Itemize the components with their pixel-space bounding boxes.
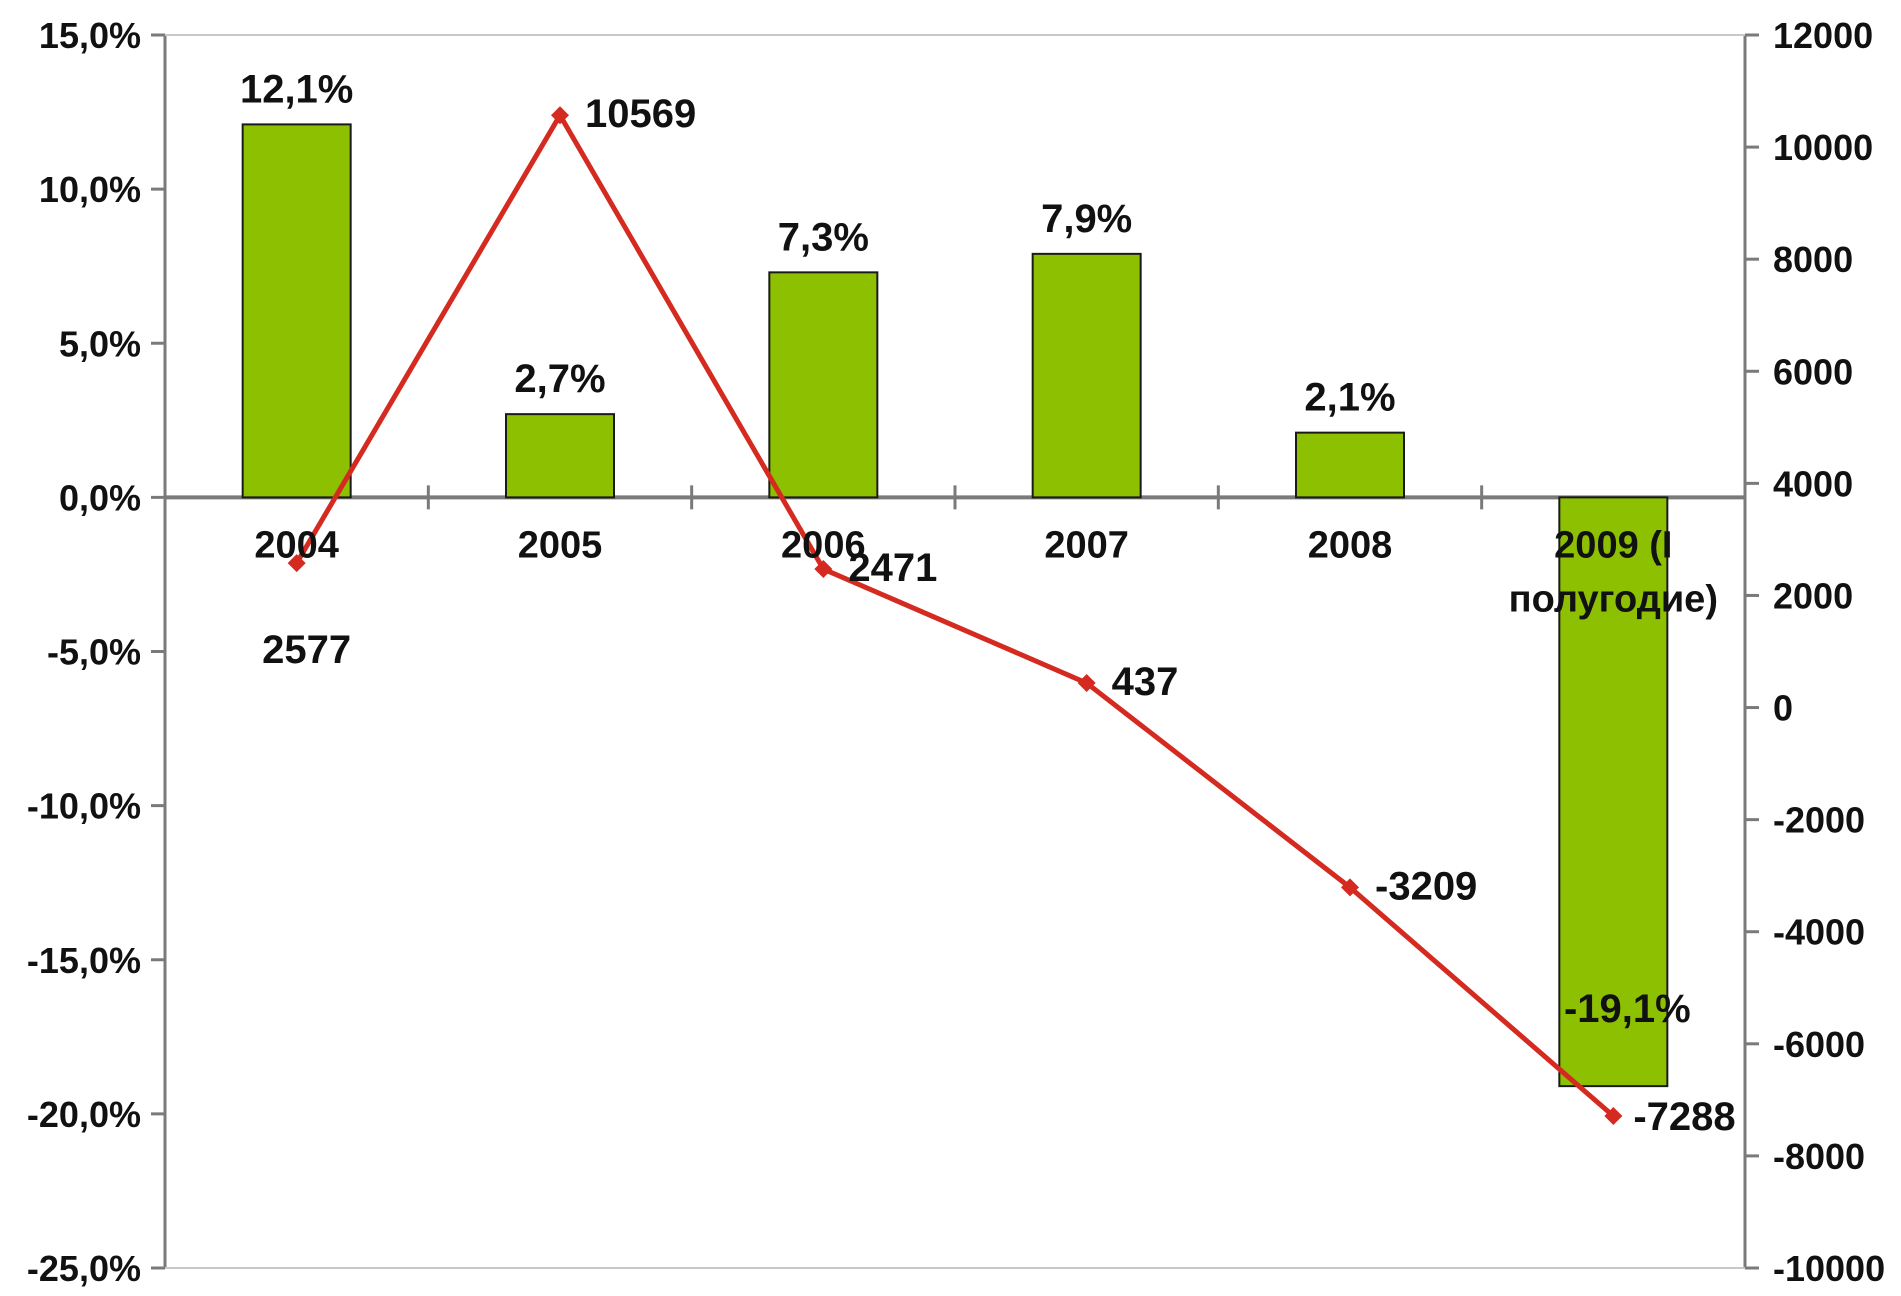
bar-value-label: 2,7% bbox=[514, 357, 605, 401]
line-value-label: -7288 bbox=[1633, 1095, 1735, 1139]
bar bbox=[505, 413, 615, 499]
axes: 15,0% 10,0% 5,0% 0,0% -5,0% -10,0% -15,0% -20,0… bbox=[27, 15, 1885, 1289]
category-label: 2006 bbox=[781, 524, 866, 566]
bar-value-label: 7,3% bbox=[778, 215, 869, 259]
bar bbox=[1295, 431, 1405, 499]
right-axis-tick-label: 10000 bbox=[1773, 127, 1873, 168]
bar-value-label: 12,1% bbox=[240, 67, 353, 111]
line-point bbox=[1341, 878, 1359, 897]
left-axis-tick-label: 15,0% bbox=[39, 15, 141, 56]
right-axis-tick-label: 12000 bbox=[1773, 15, 1873, 56]
line-series bbox=[287, 106, 1623, 1126]
left-axis-tick-label: 10,0% bbox=[39, 169, 141, 210]
left-axis-tick-label: 0,0% bbox=[59, 477, 141, 518]
bar-value-label: -19,1% bbox=[1564, 987, 1691, 1031]
left-axis-tick-label: -10,0% bbox=[27, 786, 141, 827]
bar bbox=[241, 123, 352, 499]
line-point bbox=[287, 554, 306, 573]
line-point bbox=[814, 560, 833, 579]
labels: 2004 2005 2006 2007 2008 2009 (I полугодие) 12,… bbox=[240, 67, 1736, 1139]
right-axis-tick-label: 6000 bbox=[1773, 351, 1853, 392]
line-point bbox=[1077, 674, 1096, 693]
line-value-label: 2577 bbox=[262, 628, 351, 672]
bar bbox=[1558, 496, 1669, 1088]
left-axis-tick-label: -15,0% bbox=[27, 940, 141, 981]
line-value-label: 10569 bbox=[585, 92, 696, 136]
right-axis-tick-label: -2000 bbox=[1773, 800, 1865, 841]
right-axis-tick-label: 4000 bbox=[1773, 463, 1853, 504]
line-value-label: 437 bbox=[1112, 660, 1179, 704]
left-axis-tick-label: -5,0% bbox=[47, 632, 141, 673]
left-axis-tick-label: -25,0% bbox=[27, 1248, 141, 1289]
line-value-label: -3209 bbox=[1375, 864, 1477, 908]
bar-value-label: 2,1% bbox=[1304, 376, 1395, 420]
right-axis-tick-label: -4000 bbox=[1773, 912, 1865, 953]
category-label: полугодие) bbox=[1509, 578, 1718, 620]
left-axis-tick-label: -20,0% bbox=[27, 1094, 141, 1135]
line-value-label: 2471 bbox=[848, 546, 937, 590]
line-point bbox=[1604, 1107, 1623, 1126]
bar bbox=[768, 271, 879, 499]
line-point bbox=[551, 106, 569, 125]
category-label: 2007 bbox=[1044, 524, 1129, 566]
bar bbox=[1031, 252, 1142, 499]
category-label: 2005 bbox=[518, 524, 603, 566]
category-label: 2004 bbox=[254, 524, 339, 566]
category-label: 2008 bbox=[1308, 524, 1393, 566]
category-label: 2009 (I bbox=[1554, 524, 1672, 566]
bars bbox=[241, 123, 1669, 1088]
right-axis-tick-label: 2000 bbox=[1773, 575, 1853, 616]
line-path bbox=[294, 112, 1615, 1118]
left-axis-tick-label: 5,0% bbox=[59, 323, 141, 364]
right-axis-tick-label: -6000 bbox=[1773, 1024, 1865, 1065]
right-axis-tick-label: -10000 bbox=[1773, 1248, 1885, 1289]
right-axis-tick-label: 0 bbox=[1773, 688, 1793, 729]
right-axis-tick-label: 8000 bbox=[1773, 239, 1853, 280]
right-axis-tick-label: -8000 bbox=[1773, 1136, 1865, 1177]
bar-value-label: 7,9% bbox=[1041, 197, 1132, 241]
